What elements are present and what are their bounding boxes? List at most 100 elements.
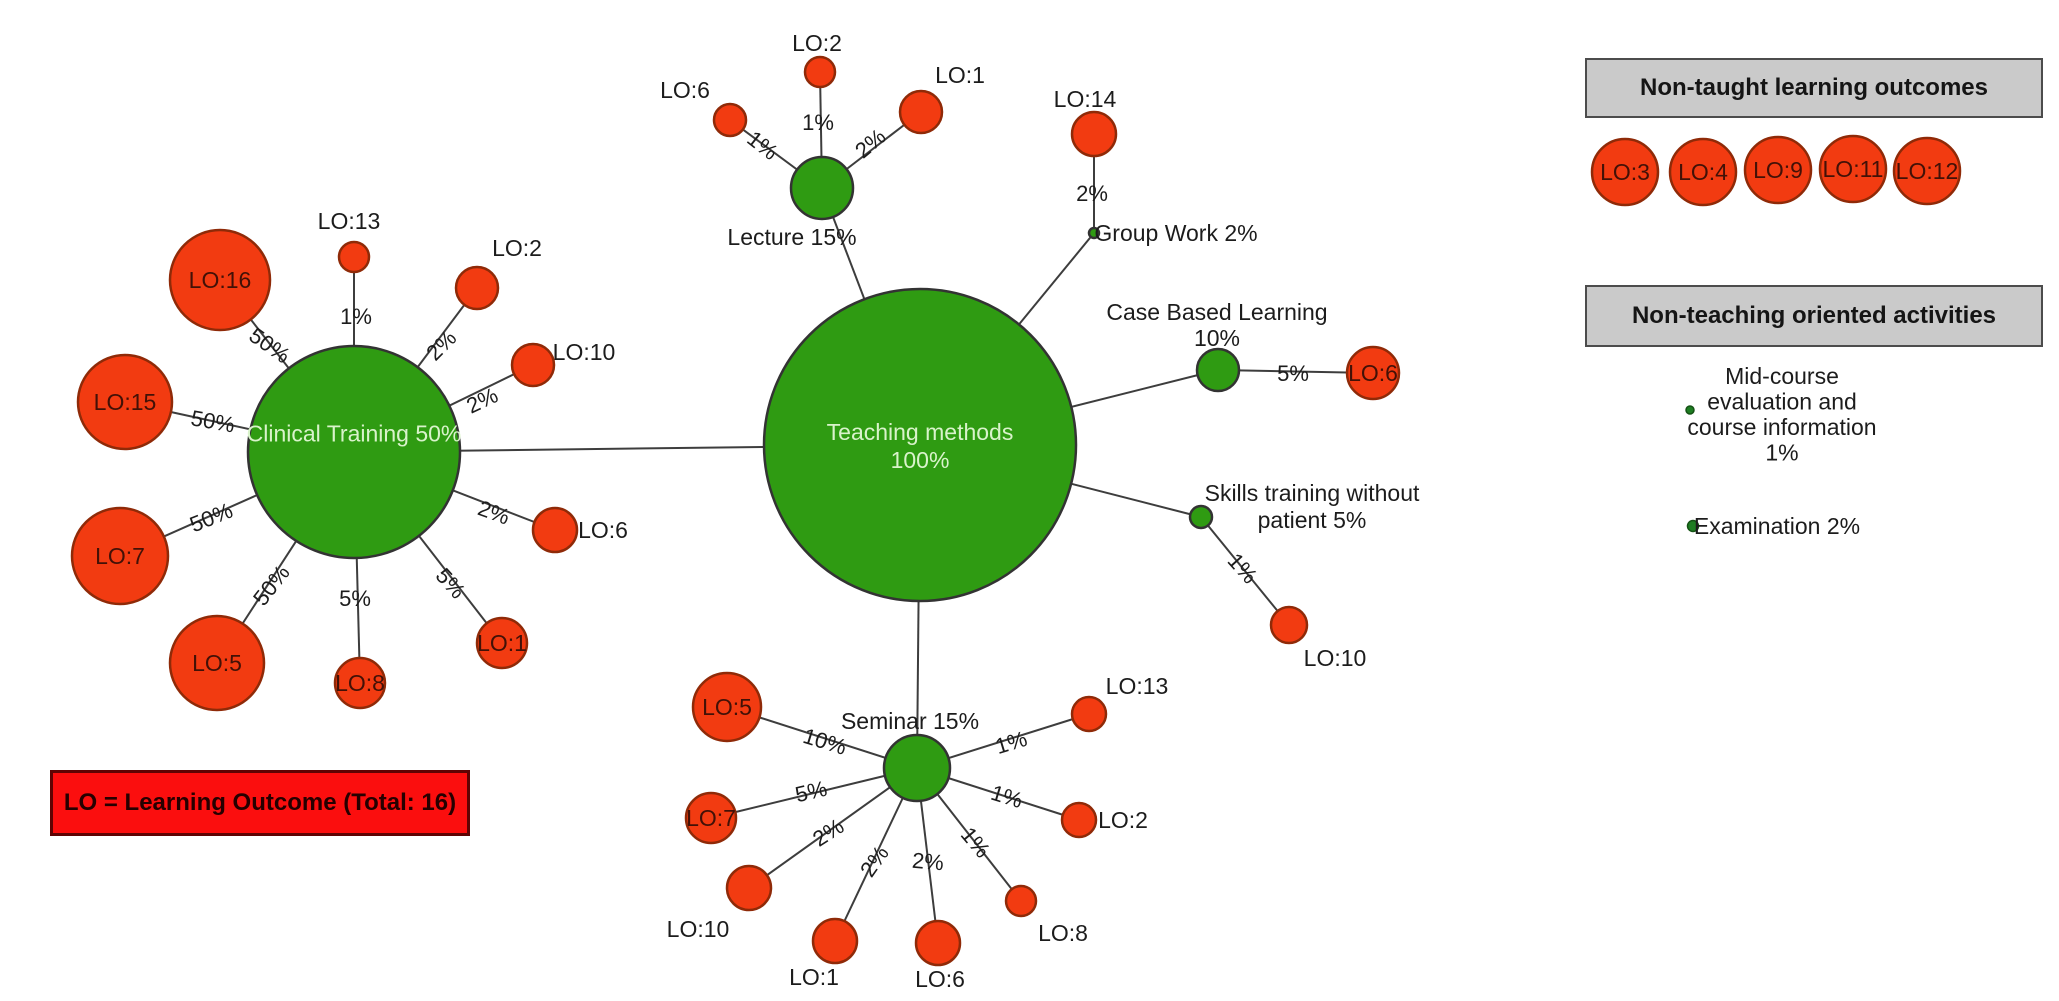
node-nt4-circle <box>1668 137 1738 207</box>
node-l2-circle <box>803 55 837 89</box>
edge-clinical-c2-pct-label: 2% <box>421 325 461 365</box>
node-midcourse-label: evaluation and <box>1707 389 1857 415</box>
node-cbl-label: 10% <box>1194 325 1240 351</box>
node-nt4-label: LO:4 <box>1678 159 1728 185</box>
node-skills-label: Skills training without <box>1205 480 1420 506</box>
node-m10-label: LO:10 <box>667 916 730 942</box>
node-c8-label: LO:8 <box>335 670 385 696</box>
edge-clinical-c8-pct-label: 5% <box>339 586 371 611</box>
node-c1-label: LO:1 <box>477 630 527 656</box>
node-m2-circle <box>1060 801 1098 839</box>
node-skills-circle <box>1188 504 1214 530</box>
node-m7-circle <box>684 791 738 845</box>
node-m10-circle <box>725 864 773 912</box>
edge-clinical-c6-pct-label: 2% <box>475 495 513 529</box>
node-cbl-circle <box>1195 347 1241 393</box>
node-m8-circle <box>1004 884 1038 918</box>
node-c8-circle <box>333 656 387 710</box>
node-l6-circle <box>712 102 748 138</box>
node-c13-circle <box>337 240 371 274</box>
node-l2-label: LO:2 <box>792 30 842 56</box>
non-teaching-activities-header: Non-teaching oriented activities <box>1585 285 2043 347</box>
node-m7-label: LO:7 <box>686 805 736 831</box>
node-teaching-circle <box>762 287 1078 603</box>
edge-clinical-c13-pct-label: 1% <box>340 304 372 329</box>
node-c5-label: LO:5 <box>192 650 242 676</box>
node-c15-label: LO:15 <box>94 389 157 415</box>
node-c13-label: LO:13 <box>318 208 381 234</box>
node-s10-circle <box>1269 605 1309 645</box>
node-g14-label: LO:14 <box>1054 86 1117 112</box>
node-examination-label: Examination 2% <box>1694 513 1860 539</box>
node-m1-label: LO:1 <box>789 964 839 990</box>
node-midcourse-label: 1% <box>1765 440 1798 466</box>
node-teaching-label: Teaching methods <box>827 419 1014 445</box>
edge-lecture-l1-pct-label: 2% <box>850 124 890 164</box>
node-m5-label: LO:5 <box>702 694 752 720</box>
edge-skills-s10 <box>1200 516 1290 626</box>
node-m6-circle <box>914 919 962 967</box>
node-nt11-circle <box>1818 134 1888 204</box>
edge-seminar-m2-pct-label: 1% <box>988 780 1026 813</box>
node-groupwork-label: Group Work 2% <box>1094 220 1257 246</box>
non-taught-outcomes-header: Non-taught learning outcomes <box>1585 58 2043 118</box>
edge-seminar-m13-pct-label: 1% <box>992 726 1030 759</box>
node-clinical-circle <box>246 344 462 560</box>
edge-skills-s10-pct-label: 1% <box>1223 548 1263 588</box>
edge-clinical-c1-pct-label: 5% <box>431 563 471 603</box>
node-groupwork-circle <box>1087 226 1101 240</box>
edge-seminar-m7-pct-label: 5% <box>793 776 830 808</box>
node-m5-circle <box>691 671 763 743</box>
node-clinical-label: Clinical Training 50% <box>247 420 462 446</box>
node-midcourse-circle <box>1685 405 1695 415</box>
node-l1-circle <box>898 89 944 135</box>
node-c2-circle <box>454 265 500 311</box>
node-nt3-circle <box>1590 137 1660 207</box>
node-nt12-circle <box>1892 136 1962 206</box>
node-b6-label: LO:6 <box>1348 360 1398 386</box>
node-midcourse-label: course information <box>1687 414 1876 440</box>
edge-seminar-m10-pct-label: 2% <box>808 813 848 851</box>
edge-seminar-m10 <box>748 767 918 889</box>
node-c2-label: LO:2 <box>492 235 542 261</box>
node-cbl-label: Case Based Learning <box>1106 299 1327 325</box>
edge-clinical-c16-pct-label: 50% <box>245 323 295 369</box>
edge-seminar-m8-pct-label: 1% <box>956 822 996 862</box>
edge-clinical-c7-pct-label: 50% <box>186 498 236 538</box>
node-c1-circle <box>475 616 529 670</box>
node-m2-label: LO:2 <box>1098 807 1148 833</box>
node-l1-label: LO:1 <box>935 62 985 88</box>
node-lecture-circle <box>789 155 855 221</box>
edge-cbl-b6-pct-label: 5% <box>1277 361 1309 386</box>
node-c7-circle <box>70 506 170 606</box>
node-c16-label: LO:16 <box>189 267 252 293</box>
node-lecture-label: Lecture 15% <box>727 224 856 250</box>
node-c7-label: LO:7 <box>95 543 145 569</box>
node-skills-label: patient 5% <box>1258 507 1367 533</box>
node-m13-label: LO:13 <box>1106 673 1169 699</box>
edge-seminar-m1-pct-label: 2% <box>855 841 894 881</box>
node-c6-circle <box>531 506 579 554</box>
node-c10-label: LO:10 <box>553 339 616 365</box>
node-examination-circle <box>1686 519 1700 533</box>
node-b6-circle <box>1345 345 1401 401</box>
edge-clinical-c15-pct-label: 50% <box>189 405 237 437</box>
edge-groupwork-g14-pct-label: 2% <box>1076 181 1108 206</box>
edge-lecture-l2-pct-label: 1% <box>802 110 834 135</box>
edge-seminar-m7 <box>710 767 918 819</box>
node-midcourse-label: Mid-course <box>1725 363 1839 389</box>
node-l6-label: LO:6 <box>660 77 710 103</box>
edge-seminar-m6-pct-label: 2% <box>911 848 945 876</box>
node-c10-circle <box>510 342 556 388</box>
node-m13-circle <box>1070 695 1108 733</box>
node-nt11-label: LO:11 <box>1823 156 1884 182</box>
node-m1-circle <box>811 917 859 965</box>
node-nt9-label: LO:9 <box>1753 157 1803 183</box>
node-nt3-label: LO:3 <box>1600 159 1650 185</box>
legend-box: LO = Learning Outcome (Total: 16) <box>50 770 470 836</box>
node-nt12-label: LO:12 <box>1896 158 1959 184</box>
node-seminar-label: Seminar 15% <box>841 708 979 734</box>
node-g14-circle <box>1070 110 1118 158</box>
